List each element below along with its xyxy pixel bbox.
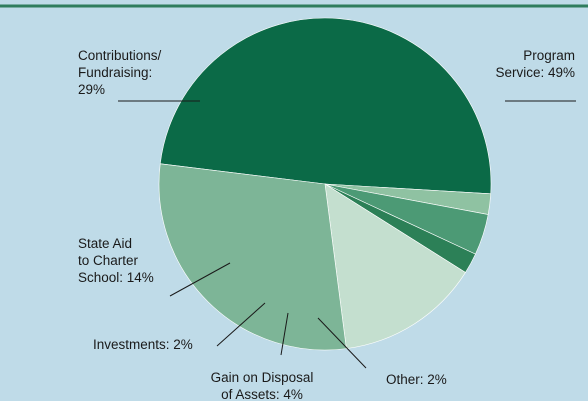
leader-line-2 (280, 312, 289, 356)
slice-label-line: State Aid (78, 236, 132, 251)
pie-leader-lines (118, 100, 576, 369)
slice-label-line: Investments: 2% (93, 337, 193, 352)
slice-label-4: State Aid to Charter School: 14% (78, 236, 154, 285)
slice-label-line: Fundraising: (78, 65, 152, 80)
pie-slice-0 (159, 17, 492, 195)
leader-line-4 (169, 262, 231, 297)
slice-label-0: Program Service: 49% (495, 48, 575, 80)
slice-label-line: to Charter (78, 253, 139, 268)
slice-label-line: Service: 49% (495, 65, 575, 80)
slice-label-line: Other: 2% (386, 372, 447, 387)
pie-slice-4 (324, 183, 466, 349)
slice-label-3: Investments: 2% (93, 337, 193, 352)
pie-labels: Program Service: 49% Other: 2% Gain on Disp… (78, 48, 575, 401)
slice-label-line: of Assets: 4% (221, 387, 303, 401)
slice-label-line: School: 14% (78, 270, 154, 285)
pie-slice-5 (158, 163, 347, 351)
slice-label-2: Gain on Disposal of Assets: 4% (211, 370, 314, 401)
slice-label-line: Gain on Disposal (211, 370, 314, 385)
slice-label-5: Contributions/Fundraising: 29% (78, 48, 162, 97)
slice-label-1: Other: 2% (386, 372, 447, 387)
leader-line-1 (317, 317, 367, 369)
slice-label-line: Contributions/ (78, 48, 162, 63)
slice-label-line: 29% (78, 82, 105, 97)
pie-slices (158, 17, 492, 351)
leader-line-3 (216, 302, 266, 347)
slice-label-line: Program (523, 48, 575, 63)
